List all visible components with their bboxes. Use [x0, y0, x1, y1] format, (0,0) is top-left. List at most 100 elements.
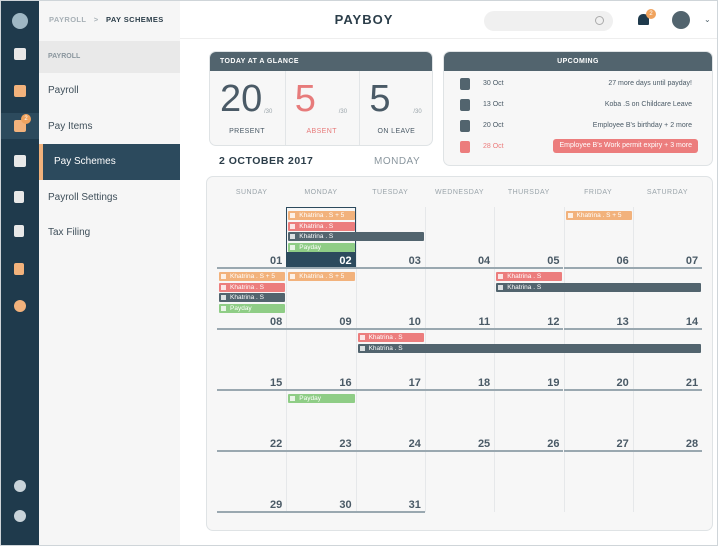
top-bar [180, 1, 717, 39]
event-icon [359, 345, 365, 351]
menu-item[interactable]: Pay Items [39, 109, 180, 145]
calendar-event[interactable]: Khatrina . S + 5 [219, 272, 286, 281]
avatar[interactable] [672, 11, 690, 29]
upcoming-date: 20 Oct [483, 122, 504, 129]
upcoming-text[interactable]: Employee B's birthday + 2 more [592, 122, 692, 129]
calendar-event[interactable]: Payday [219, 303, 286, 313]
day-number[interactable]: 21 [685, 377, 699, 389]
week-line [217, 450, 287, 452]
sidebar-section: PAYROLL [39, 41, 180, 73]
day-number[interactable]: 01 [270, 255, 283, 267]
upcoming-text[interactable]: Employee B's Work permit expiry + 3 more [553, 139, 698, 153]
calendar-event[interactable]: Khatrina . S [219, 293, 286, 302]
calendar-event[interactable]: Khatrina . S [496, 282, 702, 292]
nav-icon[interactable] [14, 155, 26, 167]
day-number[interactable]: 12 [547, 316, 560, 328]
help-icon[interactable] [14, 510, 26, 522]
calendar-event[interactable]: Khatrina . S + 5 [565, 211, 632, 220]
event-label: Khatrina . S [299, 222, 334, 230]
calendar-event[interactable]: Payday [288, 242, 355, 252]
week-line [424, 450, 495, 452]
week-line [355, 328, 425, 330]
calendar-event[interactable]: Payday [288, 394, 355, 403]
day-number[interactable]: 18 [477, 377, 491, 389]
day-number[interactable]: 06 [616, 255, 629, 267]
search-icon [595, 16, 604, 25]
chevron[interactable]: ⌄ [704, 15, 711, 24]
day-number[interactable]: 28 [685, 438, 699, 450]
calendar-event[interactable]: Khatrina . S [288, 221, 355, 231]
nav-icon[interactable] [14, 263, 24, 275]
day-number[interactable]: 16 [339, 377, 352, 389]
week-line [286, 450, 356, 452]
day-number[interactable]: 19 [547, 377, 560, 389]
card-title: UPCOMING [444, 52, 712, 71]
column-line [632, 207, 634, 512]
nav-icon[interactable] [14, 191, 24, 203]
day-number[interactable]: 29 [270, 499, 283, 511]
menu-item[interactable]: Payroll [39, 73, 180, 109]
column-line [424, 207, 426, 512]
day-number[interactable]: 04 [477, 255, 491, 267]
event-label: Khatrina . S + 5 [299, 273, 345, 280]
day-number[interactable]: 31 [408, 499, 421, 511]
nav-icon[interactable] [14, 480, 26, 492]
event-label: Khatrina . S [299, 233, 334, 240]
day-number[interactable]: 24 [408, 438, 421, 450]
menu-item[interactable]: Pay Schemes [39, 144, 180, 180]
day-number[interactable]: 22 [270, 438, 283, 450]
event-label: Khatrina . S [507, 273, 542, 280]
bell-icon[interactable] [638, 14, 649, 25]
event-label: Khatrina . S [368, 344, 403, 352]
day-number[interactable]: 17 [408, 377, 421, 389]
logo[interactable] [12, 13, 28, 29]
menu-label: Payroll Settings [48, 191, 118, 203]
day-number[interactable]: 23 [339, 438, 352, 450]
nav-icon[interactable] [14, 48, 26, 60]
day-number[interactable]: 14 [685, 316, 699, 328]
separator: > [93, 15, 99, 24]
calendar-event[interactable]: Khatrina . S [357, 343, 702, 353]
calendar-event[interactable]: Khatrina . S [496, 272, 563, 281]
day-number[interactable]: 15 [270, 377, 283, 389]
event-icon [460, 99, 470, 111]
search-box[interactable] [484, 11, 613, 31]
day-number[interactable]: 05 [547, 255, 560, 267]
divider [284, 71, 286, 145]
day-number[interactable]: 02 [339, 255, 352, 267]
day-number[interactable]: 10 [408, 316, 421, 328]
upcoming-text[interactable]: 27 more days until payday! [608, 80, 692, 87]
day-number[interactable]: 20 [616, 377, 629, 389]
day-number[interactable]: 08 [270, 316, 283, 328]
menu-label: Tax Filing [48, 227, 91, 238]
day-number[interactable]: 03 [408, 255, 421, 267]
nav-icon[interactable] [14, 225, 24, 237]
calendar-event[interactable]: Khatrina . S [288, 232, 424, 241]
day-number[interactable]: 30 [339, 499, 352, 511]
day-number[interactable]: 25 [477, 438, 491, 450]
upcoming-text[interactable]: Koba .S on Childcare Leave [604, 101, 692, 108]
calendar-event[interactable]: Khatrina . S + 5 [288, 272, 355, 281]
day-number[interactable]: 26 [547, 438, 560, 450]
day-number[interactable]: 27 [616, 438, 629, 450]
day-number[interactable]: 13 [616, 316, 629, 328]
nav-icon[interactable] [14, 300, 26, 312]
menu-item[interactable]: Payroll Settings [39, 180, 180, 216]
calendar-event[interactable]: Khatrina . S + 5 [288, 211, 355, 220]
week-line [355, 389, 425, 391]
calendar-event[interactable]: Khatrina . S [219, 282, 286, 292]
breadcrumb-item[interactable]: PAYROLL [49, 15, 87, 24]
event-icon [567, 213, 573, 218]
day-number[interactable]: 09 [339, 316, 352, 328]
week-line [494, 450, 564, 452]
calendar-event[interactable]: Khatrina . S [357, 333, 424, 342]
week-line [217, 389, 287, 391]
day-number[interactable]: 11 [478, 316, 491, 328]
week-line [217, 328, 287, 330]
day-number[interactable]: 07 [685, 255, 699, 267]
upcoming-date: 30 Oct [483, 80, 504, 87]
stat-total: /30 [413, 109, 422, 115]
nav-icon[interactable] [14, 85, 26, 97]
menu-item[interactable]: Tax Filing [39, 215, 180, 251]
column-line [563, 207, 565, 512]
